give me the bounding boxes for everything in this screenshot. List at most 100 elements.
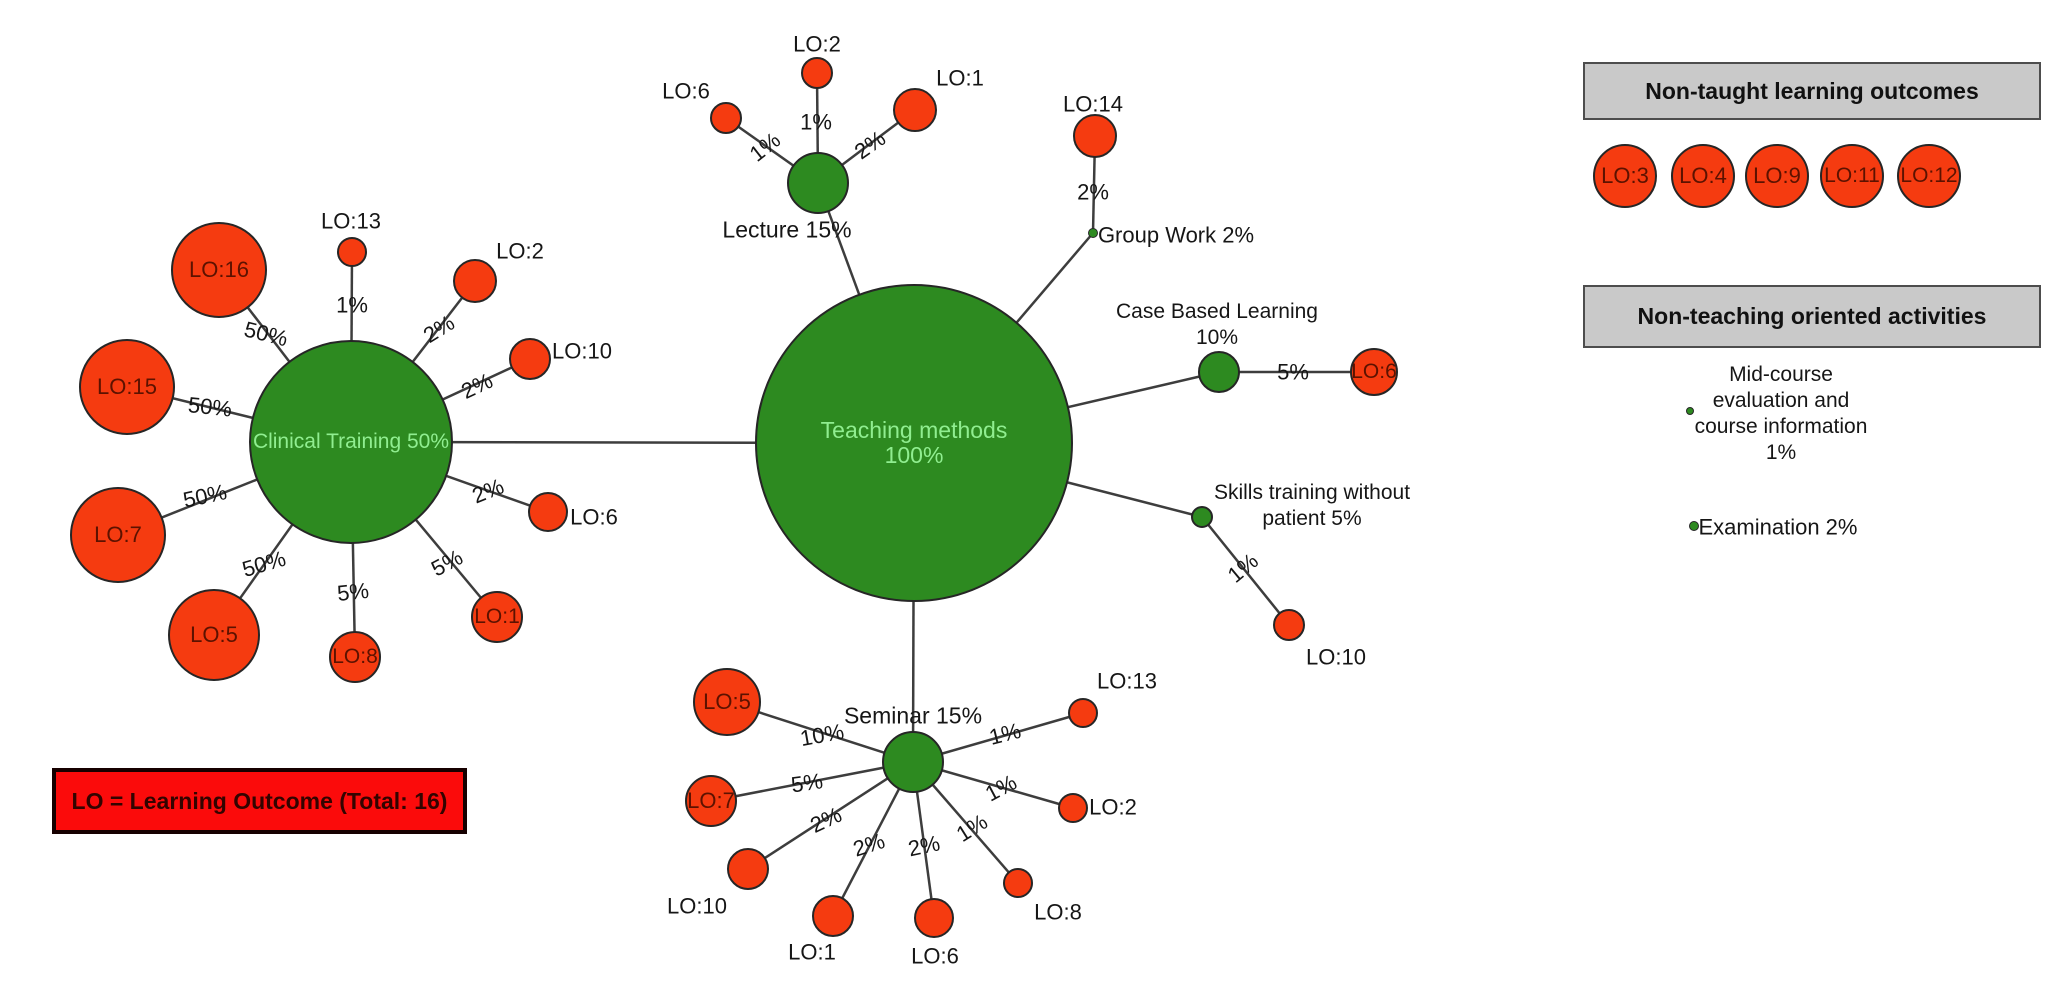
pct-clinical-lo16: 50% bbox=[241, 316, 291, 352]
node-nontaught-lo3: LO:3 bbox=[1593, 144, 1657, 208]
node-label-clinical-lo1: LO:1 bbox=[474, 605, 520, 629]
node-label-casebased-lo6: LO:6 bbox=[1351, 360, 1397, 384]
node-seminar-lo8 bbox=[1003, 868, 1033, 898]
lecture-label: Lecture 15% bbox=[722, 216, 852, 243]
non-taught-outcomes-header: Non-taught learning outcomes bbox=[1583, 62, 2041, 120]
pct-clinical-lo10: 2% bbox=[457, 367, 497, 404]
node-clinical-lo10 bbox=[509, 338, 551, 380]
pct-clinical-lo8: 5% bbox=[335, 577, 371, 606]
node-seminar bbox=[882, 731, 944, 793]
pct-clinical-lo5: 50% bbox=[239, 545, 289, 582]
clinical-lo6-label: LO:6 bbox=[570, 504, 618, 530]
node-clinical-lo13 bbox=[337, 237, 367, 267]
pct-clinical-lo13: 1% bbox=[336, 292, 368, 318]
pct-clinical-lo1: 5% bbox=[427, 544, 467, 582]
node-label-clinical-lo7: LO:7 bbox=[94, 521, 142, 547]
node-label-nontaught-lo9: LO:9 bbox=[1753, 162, 1801, 188]
pct-seminar-lo8: 1% bbox=[951, 808, 993, 847]
node-seminar-lo6 bbox=[914, 898, 954, 938]
node-skills bbox=[1191, 506, 1213, 528]
legend-text: LO = Learning Outcome (Total: 16) bbox=[71, 787, 448, 814]
pct-seminar-lo5: 10% bbox=[798, 718, 846, 752]
node-clinical-lo5: LO:5 bbox=[168, 589, 260, 681]
skills-lo10-label: LO:10 bbox=[1306, 644, 1366, 670]
clinical-lo2-label: LO:2 bbox=[496, 238, 544, 264]
node-label-clinical-lo8: LO:8 bbox=[332, 645, 378, 669]
node-nontaught-lo4: LO:4 bbox=[1671, 144, 1735, 208]
legend-box: LO = Learning Outcome (Total: 16) bbox=[52, 768, 467, 834]
pct-lecture-lo2: 1% bbox=[800, 109, 832, 135]
non-teaching-activities-title: Non-teaching oriented activities bbox=[1637, 303, 1987, 329]
seminar-lo1-label: LO:1 bbox=[788, 939, 836, 965]
node-group-work bbox=[1088, 228, 1098, 238]
pct-clinical-lo7: 50% bbox=[180, 479, 230, 513]
midcourse-label: Mid-course evaluation and course informa… bbox=[1694, 362, 1868, 465]
node-midcourse-dot bbox=[1686, 407, 1694, 415]
pct-skills-lo10: 1% bbox=[1222, 548, 1264, 588]
group-work-label: Group Work 2% bbox=[1097, 222, 1255, 248]
node-lecture-lo2 bbox=[801, 57, 833, 89]
node-skills-lo10 bbox=[1273, 609, 1305, 641]
pct-groupwork-lo14: 2% bbox=[1077, 179, 1109, 205]
node-lecture bbox=[787, 152, 849, 214]
node-label-clinical-lo5: LO:5 bbox=[190, 621, 238, 647]
node-nontaught-lo11: LO:11 bbox=[1820, 144, 1884, 208]
pct-seminar-lo7: 5% bbox=[789, 768, 825, 798]
node-label-clinical-lo15: LO:15 bbox=[97, 373, 157, 399]
node-seminar-lo13 bbox=[1068, 698, 1098, 728]
edge-skills--skills-lo10 bbox=[1201, 516, 1290, 626]
node-clinical-lo6 bbox=[528, 492, 568, 532]
node-label-teaching: Teaching methods 100% bbox=[820, 416, 1008, 468]
node-label-seminar-lo5: LO:5 bbox=[703, 688, 751, 714]
node-teaching: Teaching methods 100% bbox=[755, 284, 1073, 602]
edge-seminar--seminar-lo7 bbox=[710, 760, 914, 803]
node-nontaught-lo9: LO:9 bbox=[1745, 144, 1809, 208]
node-seminar-lo2 bbox=[1058, 793, 1088, 823]
seminar-label: Seminar 15% bbox=[843, 702, 983, 729]
examination-label: Examination 2% bbox=[1698, 514, 1858, 540]
pct-seminar-lo2: 1% bbox=[981, 769, 1021, 807]
node-clinical-lo16: LO:16 bbox=[171, 222, 267, 318]
pct-clinical-lo2: 2% bbox=[418, 309, 460, 348]
node-label-nontaught-lo11: LO:11 bbox=[1824, 164, 1880, 188]
pct-lecture-lo1: 2% bbox=[849, 125, 891, 165]
seminar-lo2-label: LO:2 bbox=[1089, 794, 1137, 820]
node-clinical-lo1: LO:1 bbox=[471, 591, 523, 643]
node-clinical-lo2 bbox=[453, 259, 497, 303]
node-seminar-lo10 bbox=[727, 848, 769, 890]
node-clinical-lo8: LO:8 bbox=[329, 631, 381, 683]
lecture-lo6-label: LO:6 bbox=[662, 78, 710, 104]
clinical-lo13-label: LO:13 bbox=[321, 208, 381, 234]
non-taught-outcomes-title: Non-taught learning outcomes bbox=[1645, 77, 1979, 104]
skills-label: Skills training without patient 5% bbox=[1213, 480, 1411, 530]
node-seminar-lo1 bbox=[812, 895, 854, 937]
node-label-clinical: Clinical Training 50% bbox=[252, 430, 450, 454]
pct-casebased-lo6: 5% bbox=[1277, 359, 1309, 385]
node-examination-dot bbox=[1689, 521, 1699, 531]
node-seminar-lo5: LO:5 bbox=[693, 668, 761, 736]
node-label-clinical-lo16: LO:16 bbox=[189, 256, 249, 282]
edge-seminar--seminar-lo10 bbox=[747, 760, 914, 871]
lecture-lo1-label: LO:1 bbox=[936, 65, 984, 91]
lecture-lo2-label: LO:2 bbox=[793, 31, 841, 57]
node-clinical: Clinical Training 50% bbox=[249, 340, 453, 544]
node-seminar-lo7: LO:7 bbox=[685, 775, 737, 827]
seminar-lo8-label: LO:8 bbox=[1034, 899, 1082, 925]
case-based-label: Case Based Learning 10% bbox=[1116, 299, 1318, 349]
pct-clinical-lo6: 2% bbox=[468, 473, 508, 509]
non-teaching-activities-header: Non-teaching oriented activities bbox=[1583, 285, 2041, 348]
seminar-lo10-label: LO:10 bbox=[667, 893, 727, 919]
groupwork-lo14-label: LO:14 bbox=[1063, 91, 1123, 117]
node-casebased-lo6: LO:6 bbox=[1350, 348, 1398, 396]
node-case-based bbox=[1198, 351, 1240, 393]
node-label-nontaught-lo4: LO:4 bbox=[1679, 162, 1727, 188]
seminar-lo6-label: LO:6 bbox=[911, 943, 959, 969]
node-clinical-lo7: LO:7 bbox=[70, 487, 166, 583]
node-lecture-lo1 bbox=[893, 88, 937, 132]
node-lecture-lo6 bbox=[710, 102, 742, 134]
node-nontaught-lo12: LO:12 bbox=[1897, 144, 1961, 208]
seminar-lo13-label: LO:13 bbox=[1097, 668, 1157, 694]
